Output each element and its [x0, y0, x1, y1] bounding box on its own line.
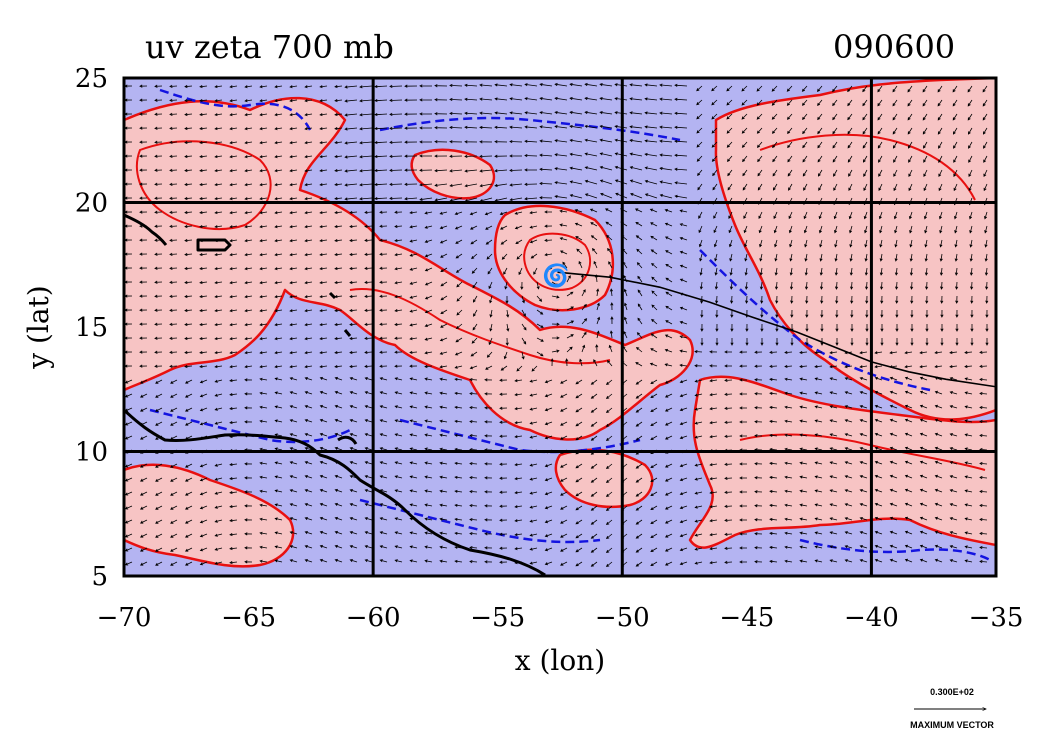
northeast-positive-region: [714, 78, 996, 421]
coastline-island-arc: [328, 291, 358, 445]
y-tick-label: 15: [75, 313, 108, 343]
coastline-south-america: [124, 408, 546, 576]
dashed-contour-north: [379, 116, 681, 142]
x-axis-label: x (lon): [515, 644, 605, 677]
dashed-contour-west: [149, 408, 351, 444]
plot-frame: [122, 76, 998, 578]
storm-center-symbol: 🌀: [542, 262, 569, 289]
y-tick-label: 5: [91, 562, 108, 592]
x-tick-label: −40: [844, 603, 899, 633]
vector-scale-value: 0.300E+02: [930, 687, 974, 697]
lat-lon-grid: [124, 78, 996, 576]
plot-area: 🌀: [124, 78, 996, 576]
y-tick-label: 10: [75, 438, 108, 468]
vector-scale-label: MAXIMUM VECTOR: [910, 720, 994, 730]
y-tick-label: 25: [75, 64, 108, 94]
x-tick-label: −65: [221, 603, 276, 633]
dashed-contour-east: [699, 249, 931, 392]
x-tick-label: −60: [346, 603, 401, 633]
inner-contour-east: [759, 133, 976, 201]
x-tick-label: −55: [470, 603, 525, 633]
vector-scale-legend: 0.300E+02 MAXIMUM VECTOR: [910, 687, 994, 730]
southeast-positive-band: [688, 375, 996, 549]
negative-vorticity-contours: [149, 88, 991, 562]
wind-vector-field: [124, 82, 989, 568]
wind-vectors: [124, 82, 989, 568]
west-positive-band: [124, 96, 694, 441]
coastline-puerto-rico: [196, 238, 232, 252]
storm-track-line: [557, 271, 996, 388]
coastline-hispaniola: [124, 213, 168, 246]
y-tick-label: 20: [75, 189, 108, 219]
inner-contour-band: [349, 288, 611, 365]
x-tick-label: −35: [969, 603, 1024, 633]
map-title: uv zeta 700 mb: [145, 28, 394, 66]
x-tick-label: −70: [97, 603, 152, 633]
positive-vorticity-regions: [124, 78, 996, 568]
north-center-positive-patch: [410, 148, 496, 200]
y-axis-label: y (lat): [22, 285, 55, 369]
y-tick-labels: 5 10 15 20 25: [75, 64, 108, 592]
x-tick-label: −45: [719, 603, 774, 633]
x-tick-label: −50: [595, 603, 650, 633]
dashed-contour-northwest: [159, 88, 312, 131]
coastline: [124, 213, 546, 576]
x-tick-labels: −70 −65 −60 −55 −50 −45 −40 −35: [97, 603, 1024, 633]
southwest-positive-patch: [124, 463, 295, 568]
inner-contour-cyclone: [523, 232, 592, 291]
map-timestamp: 090600: [833, 28, 955, 66]
